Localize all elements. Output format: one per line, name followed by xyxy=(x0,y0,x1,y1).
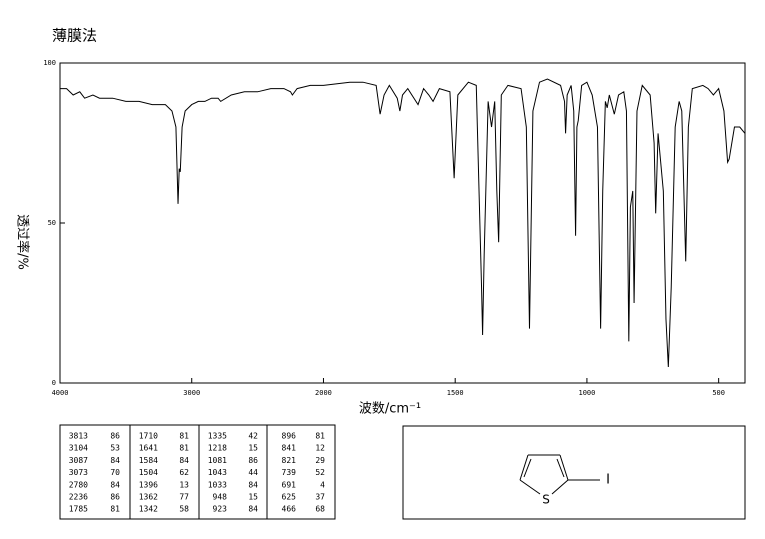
atom-label: I xyxy=(606,473,610,488)
structure-frame xyxy=(402,425,746,520)
peak-transmittance: 42 xyxy=(248,432,258,441)
peak-table-frame xyxy=(59,424,336,520)
peak-wavenumber: 896 xyxy=(282,432,297,441)
peak-wavenumber: 466 xyxy=(282,505,297,514)
peak-transmittance: 70 xyxy=(110,468,120,477)
y-tick-label: 100 xyxy=(43,59,56,67)
peak-wavenumber: 1033 xyxy=(208,480,227,489)
peak-transmittance: 13 xyxy=(179,480,189,489)
peak-transmittance: 4 xyxy=(320,480,325,489)
peak-transmittance: 68 xyxy=(315,505,325,514)
peak-transmittance: 52 xyxy=(315,468,325,477)
peak-transmittance: 81 xyxy=(315,432,325,441)
peak-wavenumber: 3087 xyxy=(69,456,88,465)
peak-transmittance: 84 xyxy=(110,456,120,465)
peak-wavenumber: 1710 xyxy=(139,432,158,441)
x-tick-label: 1000 xyxy=(578,389,595,397)
peak-transmittance: 86 xyxy=(110,493,120,502)
peak-transmittance: 12 xyxy=(315,444,325,453)
peak-transmittance: 53 xyxy=(110,444,120,453)
peak-wavenumber: 1043 xyxy=(208,468,227,477)
peak-wavenumber: 3073 xyxy=(69,468,88,477)
peak-wavenumber: 739 xyxy=(282,468,297,477)
peak-transmittance: 37 xyxy=(315,493,325,502)
peak-transmittance: 81 xyxy=(110,505,120,514)
peak-transmittance: 84 xyxy=(248,480,258,489)
y-tick-label: 0 xyxy=(52,379,56,387)
peak-wavenumber: 1218 xyxy=(208,444,227,453)
peak-wavenumber: 1584 xyxy=(139,456,158,465)
peak-transmittance: 81 xyxy=(179,432,189,441)
peak-wavenumber: 691 xyxy=(282,480,297,489)
peak-transmittance: 15 xyxy=(248,493,258,502)
peak-wavenumber: 1785 xyxy=(69,505,88,514)
atom-label: S xyxy=(542,493,550,507)
peak-transmittance: 86 xyxy=(248,456,258,465)
peak-transmittance: 81 xyxy=(179,444,189,453)
peak-wavenumber: 1335 xyxy=(208,432,227,441)
x-axis-label: 波数/cm⁻¹ xyxy=(359,402,421,417)
peak-wavenumber: 625 xyxy=(282,493,297,502)
peak-wavenumber: 2780 xyxy=(69,480,88,489)
peak-transmittance: 29 xyxy=(315,456,325,465)
x-tick-label: 1500 xyxy=(447,389,464,397)
peak-wavenumber: 2236 xyxy=(69,493,88,502)
y-axis-label: 透过率/% xyxy=(15,214,31,270)
peak-transmittance: 15 xyxy=(248,444,258,453)
thiophene-ring xyxy=(519,454,600,495)
x-tick-label: 2000 xyxy=(315,389,332,397)
peak-transmittance: 58 xyxy=(179,505,189,514)
x-tick-label: 4000 xyxy=(52,389,69,397)
plot-frame xyxy=(59,62,746,384)
peak-wavenumber: 1641 xyxy=(139,444,158,453)
peak-wavenumber: 821 xyxy=(282,456,297,465)
peak-transmittance: 84 xyxy=(179,456,189,465)
peak-transmittance: 44 xyxy=(248,468,258,477)
peak-transmittance: 62 xyxy=(179,468,189,477)
peak-transmittance: 86 xyxy=(110,432,120,441)
peak-wavenumber: 948 xyxy=(213,493,228,502)
y-tick-label: 50 xyxy=(48,219,56,227)
peak-wavenumber: 923 xyxy=(213,505,228,514)
peak-wavenumber: 1504 xyxy=(139,468,158,477)
peak-wavenumber: 3104 xyxy=(69,444,88,453)
peak-transmittance: 84 xyxy=(248,505,258,514)
peak-transmittance: 77 xyxy=(179,493,189,502)
peak-wavenumber: 1081 xyxy=(208,456,227,465)
peak-wavenumber: 1362 xyxy=(139,493,158,502)
peak-wavenumber: 841 xyxy=(282,444,297,453)
spectrum-line xyxy=(60,78,746,368)
peak-wavenumber: 3813 xyxy=(69,432,88,441)
peak-wavenumber: 1342 xyxy=(139,505,158,514)
peak-wavenumber: 1396 xyxy=(139,480,158,489)
x-tick-label: 3000 xyxy=(183,389,200,397)
peak-transmittance: 84 xyxy=(110,480,120,489)
chart-title: 薄膜法 xyxy=(52,27,97,45)
x-tick-label: 500 xyxy=(712,389,725,397)
